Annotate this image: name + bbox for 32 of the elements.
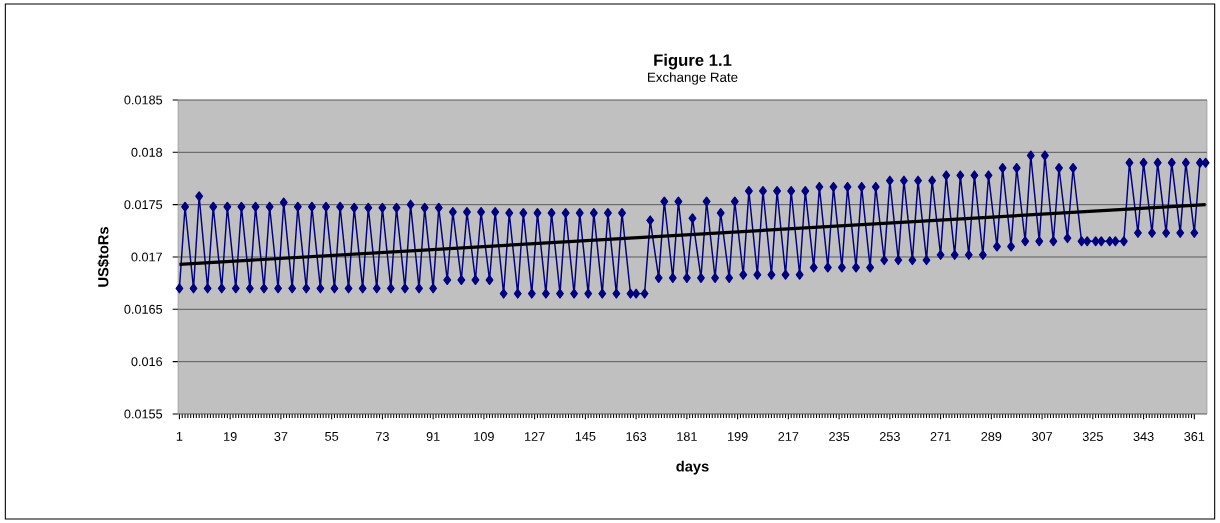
y-axis-title: US$toRs xyxy=(97,227,110,287)
x-tick-label: 307 xyxy=(1032,432,1053,441)
x-tick-label: 163 xyxy=(626,432,647,441)
x-tick-label: 145 xyxy=(575,432,596,441)
x-tick-label: 91 xyxy=(426,432,440,441)
x-tick-label: 217 xyxy=(778,432,799,441)
x-tick-label: 235 xyxy=(829,432,850,441)
y-tick-label: 0.017 xyxy=(131,252,162,262)
x-tick-label: 343 xyxy=(1133,432,1154,441)
x-tick-label: 289 xyxy=(981,432,1002,441)
chart-subtitle: Exchange Rate xyxy=(648,72,738,85)
y-tick-label: 0.0175 xyxy=(124,200,163,210)
x-tick-label: 73 xyxy=(376,432,389,441)
y-tick-label: 0.018 xyxy=(131,147,163,157)
y-tick-label: 0.0185 xyxy=(124,95,163,105)
x-tick-label: 127 xyxy=(525,432,545,441)
x-tick-label: 253 xyxy=(879,432,900,441)
y-tick-label: 0.0165 xyxy=(124,304,163,314)
x-tick-label: 19 xyxy=(224,432,237,441)
chart-title: Figure 1.1 xyxy=(654,53,732,70)
x-tick-label: 181 xyxy=(677,432,697,441)
x-tick-label: 109 xyxy=(474,432,494,441)
x-axis-title: days xyxy=(676,460,709,475)
x-tick-label: 1 xyxy=(176,432,183,441)
x-tick-label: 325 xyxy=(1082,432,1103,441)
x-tick-label: 199 xyxy=(728,432,748,441)
x-tick-label: 271 xyxy=(930,432,951,441)
x-tick-label: 55 xyxy=(325,432,339,441)
x-tick-label: 37 xyxy=(274,432,288,441)
y-tick-label: 0.016 xyxy=(131,357,163,367)
y-tick-label: 0.0155 xyxy=(124,409,163,419)
x-tick-label: 361 xyxy=(1184,432,1205,441)
